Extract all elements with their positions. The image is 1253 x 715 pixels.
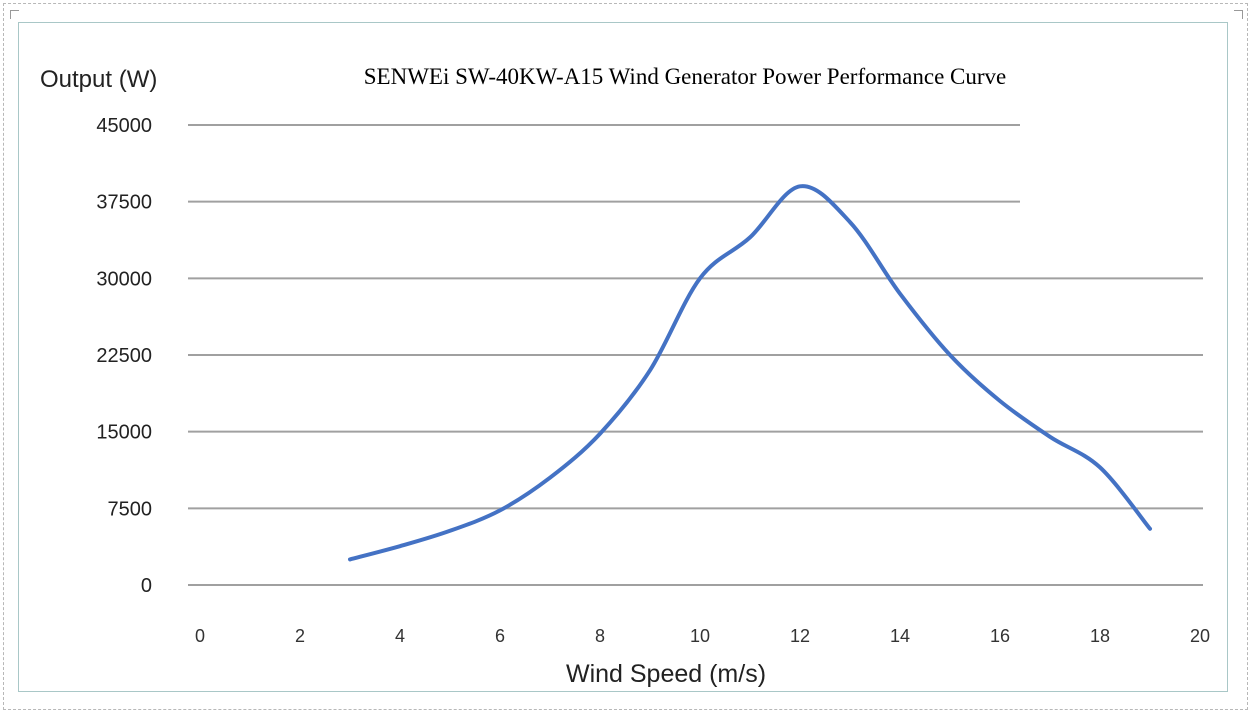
x-tick-labels: 0 2 4 6 8 10 12 14 16 18 20	[195, 626, 1210, 646]
y-tick-label: 22500	[96, 345, 152, 367]
outer-frame	[3, 3, 1248, 710]
y-tick-label: 37500	[96, 192, 152, 214]
x-tick-label: 4	[395, 626, 405, 646]
x-tick-label: 2	[295, 626, 305, 646]
y-tick-label: 7500	[108, 498, 153, 520]
x-tick-label: 12	[790, 626, 810, 646]
x-tick-label: 14	[890, 626, 910, 646]
power-curve-line	[348, 184, 1152, 562]
x-tick-label: 16	[990, 626, 1010, 646]
grid-lines	[188, 124, 1203, 586]
y-tick-label: 45000	[96, 115, 152, 137]
y-tick-label: 15000	[96, 422, 152, 444]
y-tick-label: 0	[141, 575, 152, 597]
chart-frame	[18, 22, 1228, 692]
x-tick-label: 8	[595, 626, 605, 646]
series-layer	[348, 184, 1152, 562]
x-axis-label: Wind Speed (m/s)	[566, 660, 766, 688]
corner-mark-right	[1234, 10, 1243, 19]
y-tick-labels: 45000 37500 30000 22500 15000 7500 0	[96, 115, 152, 597]
chart-title: SENWEi SW-40KW-A15 Wind Generator Power …	[364, 64, 1006, 89]
y-tick-label: 30000	[96, 268, 152, 290]
x-tick-label: 0	[195, 626, 205, 646]
x-tick-label: 6	[495, 626, 505, 646]
corner-mark-left	[10, 10, 19, 19]
x-tick-label: 20	[1190, 626, 1210, 646]
x-tick-label: 18	[1090, 626, 1110, 646]
y-axis-label: Output (W)	[40, 66, 157, 93]
x-tick-label: 10	[690, 626, 710, 646]
